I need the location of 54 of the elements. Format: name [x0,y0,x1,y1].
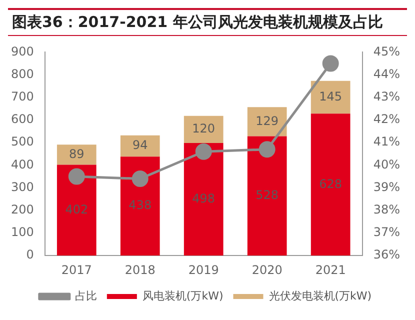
y-tick-label: 300 [11,180,34,194]
y2-tick-label: 37% [373,225,400,240]
bar [56,164,96,256]
y2-tick-label: 38% [373,202,400,217]
x-tick-label: 2019 [188,262,219,277]
bar [120,135,160,157]
y2-tick-label: 42% [373,112,400,126]
y-tick-label: 600 [11,112,34,126]
x-tick-label: 2018 [124,262,156,277]
x-tick-label: 2021 [315,262,346,277]
point [322,55,339,72]
y-tick-label: 100 [11,225,34,240]
y2-tick-label: 43% [373,90,400,104]
data-label: 94 [132,138,148,152]
y-tick-label: 800 [11,66,34,81]
legend-label: 光伏发电装机(万kW) [268,289,372,302]
data-label: 129 [256,114,279,128]
data-label: 628 [319,176,342,191]
y2-tick-label: 36% [373,248,400,262]
x-tick-label: 2020 [252,262,282,277]
y-tick-label: 0 [26,248,34,262]
point [258,141,276,158]
bar [310,114,350,256]
data-label: 120 [192,122,216,136]
bar [247,107,287,136]
data-label: 528 [256,188,279,202]
chart-title: 图表36：2017-2021 年公司风光发电装机规模及占比 [8,8,407,36]
data-label: 498 [192,191,216,206]
y-tick-label: 200 [11,202,34,217]
y-tick-label: 500 [11,134,34,149]
data-label: 89 [69,146,84,161]
bar [184,116,224,144]
y2-tick-label: 40% [373,157,400,172]
bar [56,144,96,165]
point [68,168,85,185]
y2-tick-label: 45% [373,44,400,58]
bar [310,80,350,114]
point [132,170,148,188]
bar [120,156,160,256]
legend-label: 占比 [74,289,97,302]
y2-tick-label: 39% [373,180,400,194]
data-label: 145 [319,89,342,104]
point [195,143,212,160]
legend-label: 风电装机(万kW) [142,289,224,302]
y2-tick-label: 44% [373,66,400,81]
data-label: 438 [128,198,152,212]
x-tick-label: 2017 [61,262,92,277]
bar [247,136,287,256]
data-label: 402 [65,202,88,216]
y-tick-label: 700 [11,90,34,104]
y-tick-label: 900 [11,44,34,58]
bar [184,143,224,256]
y2-tick-label: 41% [373,134,400,149]
y-tick-label: 400 [11,157,34,172]
